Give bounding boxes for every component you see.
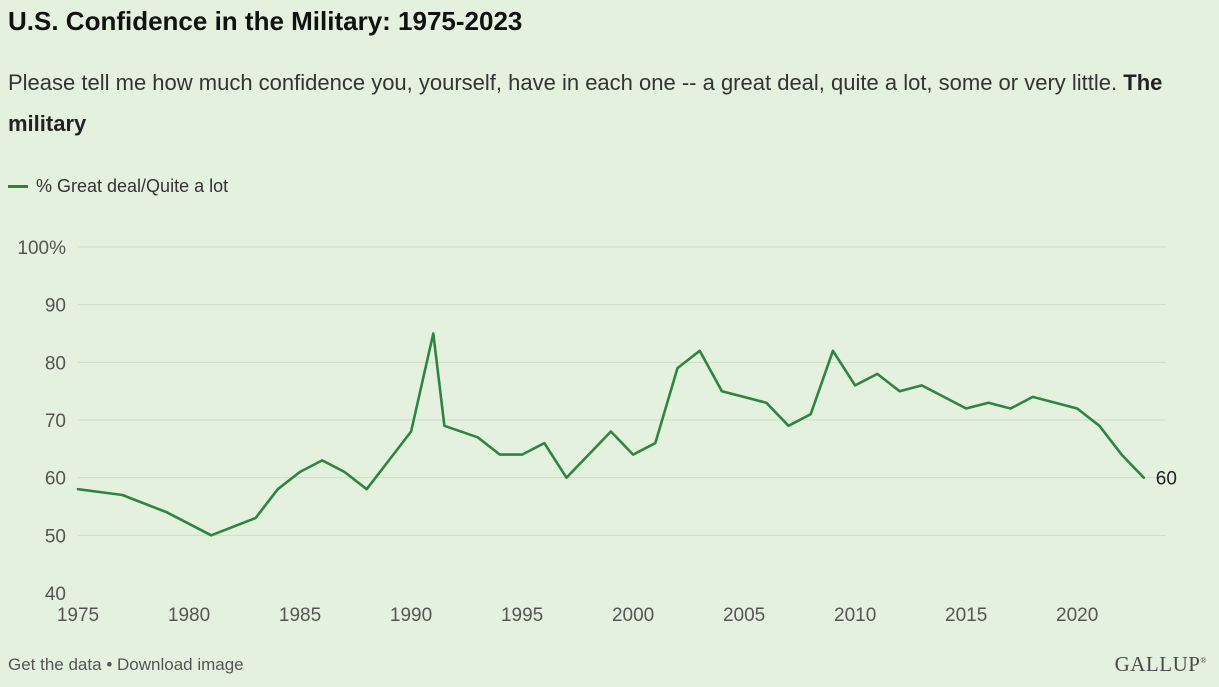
- last-value-label: 60: [1156, 469, 1177, 490]
- y-axis-ticks: 40 50 60 70 80 90 100%: [17, 238, 66, 605]
- x-tick-label: 1975: [57, 605, 99, 626]
- y-tick-label: 50: [45, 526, 66, 547]
- download-image-link[interactable]: Download image: [117, 655, 244, 674]
- get-data-link[interactable]: Get the data: [8, 655, 102, 674]
- x-tick-label: 1990: [390, 605, 432, 626]
- gridlines: [78, 246, 1166, 536]
- series-group: [76, 332, 1146, 537]
- x-tick-label: 1980: [168, 605, 210, 626]
- chart-subtitle: Please tell me how much confidence you, …: [8, 62, 1198, 144]
- footer-links: Get the data • Download image: [8, 655, 244, 675]
- series-line: [76, 332, 1146, 537]
- x-tick-label: 2015: [945, 605, 987, 626]
- legend-label: % Great deal/Quite a lot: [36, 176, 229, 196]
- x-tick-label: 1985: [279, 605, 321, 626]
- x-tick-label: 2020: [1056, 605, 1098, 626]
- y-tick-label: 40: [45, 584, 66, 605]
- y-tick-label: 80: [45, 353, 66, 374]
- y-tick-label: 60: [45, 469, 66, 490]
- logo-text: GALLUP: [1114, 652, 1201, 676]
- y-tick-label: 70: [45, 411, 66, 432]
- gallup-logo: GALLUP®: [1114, 652, 1207, 676]
- x-tick-label: 2005: [723, 605, 765, 626]
- legend: % Great deal/Quite a lot: [8, 176, 228, 197]
- chart-title: U.S. Confidence in the Military: 1975-20…: [8, 6, 523, 36]
- question-subject: The military: [8, 70, 1163, 136]
- legend-swatch: [8, 185, 28, 188]
- x-tick-label: 2000: [612, 605, 654, 626]
- footer-separator: •: [106, 655, 113, 674]
- y-tick-label: 90: [45, 296, 66, 317]
- data-labels: 60: [1156, 469, 1177, 490]
- x-tick-label: 1995: [501, 605, 543, 626]
- y-tick-label: 100%: [17, 238, 66, 259]
- x-axis-ticks: 1975 1980 1985 1990 1995 2000 2005 2010 2015 2020: [57, 605, 1098, 626]
- x-tick-label: 2010: [834, 605, 876, 626]
- question-text: Please tell me how much confidence you, …: [8, 70, 1118, 95]
